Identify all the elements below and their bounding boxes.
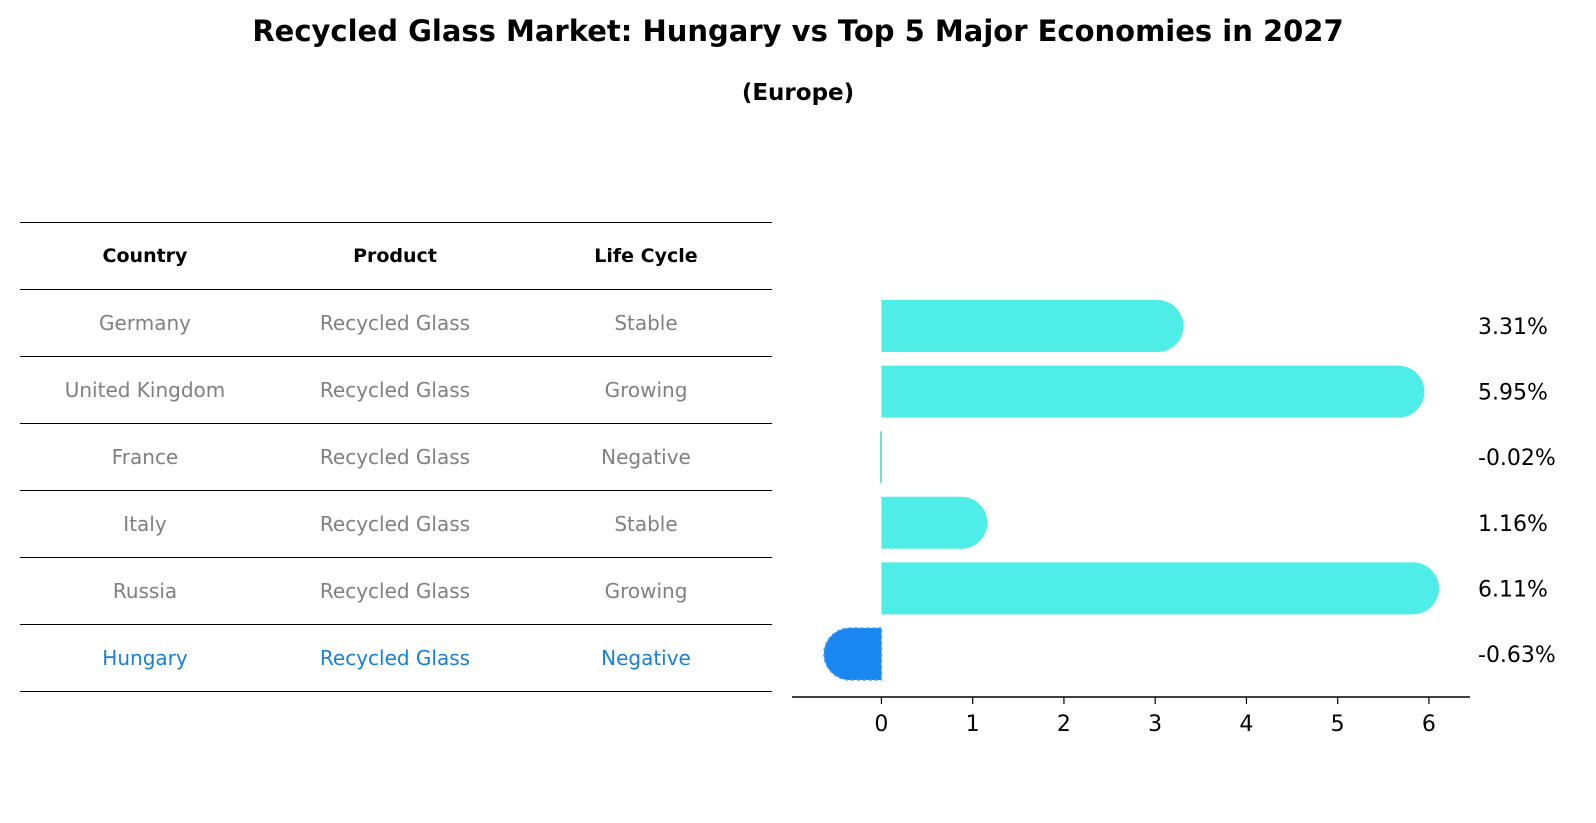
chart-subtitle: (Europe): [741, 80, 855, 106]
header-country: Country: [20, 222, 270, 290]
table-row: United Kingdom Recycled Glass Growing: [20, 356, 772, 424]
cell-country: France: [20, 423, 270, 491]
cell-country: Italy: [20, 490, 270, 558]
data-label: 5.95%: [1478, 381, 1548, 406]
cell-product: Recycled Glass: [270, 423, 520, 491]
x-tick-label: 6: [1422, 712, 1436, 737]
x-tick-label: 4: [1239, 712, 1253, 737]
cell-life-cycle: Stable: [520, 490, 772, 558]
cell-country: Germany: [20, 289, 270, 357]
table-row: France Recycled Glass Negative: [20, 423, 772, 491]
cell-country: Hungary: [20, 624, 270, 692]
header-product: Product: [270, 222, 520, 290]
cell-product: Recycled Glass: [270, 356, 520, 424]
data-label: -0.02%: [1478, 446, 1556, 471]
cell-product: Recycled Glass: [270, 490, 520, 558]
cell-life-cycle: Growing: [520, 557, 772, 625]
x-tick-label: 3: [1148, 712, 1162, 737]
bar: [881, 562, 1439, 615]
cell-product: Recycled Glass: [270, 289, 520, 357]
data-label: 3.31%: [1478, 315, 1548, 340]
bar: [881, 496, 988, 549]
table-row: Italy Recycled Glass Stable: [20, 490, 772, 558]
cell-country: United Kingdom: [20, 356, 270, 424]
cell-life-cycle: Negative: [520, 423, 772, 491]
x-tick-label: 0: [874, 712, 888, 737]
cell-country: Russia: [20, 557, 270, 625]
cell-product: Recycled Glass: [270, 624, 520, 692]
table-row-highlight: Hungary Recycled Glass Negative: [20, 624, 772, 692]
bar-highlight: [823, 627, 883, 681]
bar: [881, 365, 1425, 418]
x-tick-label: 2: [1057, 712, 1071, 737]
bar: [881, 300, 1184, 352]
table-row: Russia Recycled Glass Growing: [20, 557, 772, 625]
cell-life-cycle: Negative: [520, 624, 772, 692]
header-life-cycle: Life Cycle: [520, 222, 772, 290]
data-label: 6.11%: [1478, 577, 1548, 602]
x-tick-label: 1: [966, 712, 980, 737]
cell-life-cycle: Stable: [520, 289, 772, 357]
table-header-row: Country Product Life Cycle: [20, 222, 772, 290]
x-tick-label: 5: [1331, 712, 1345, 737]
cell-life-cycle: Growing: [520, 356, 772, 424]
bar: [879, 431, 882, 484]
data-label: 1.16%: [1478, 512, 1548, 537]
table-row: Germany Recycled Glass Stable: [20, 289, 772, 357]
cell-product: Recycled Glass: [270, 557, 520, 625]
chart-title: Recycled Glass Market: Hungary vs Top 5 …: [252, 14, 1344, 48]
comparison-table: Country Product Life Cycle Germany Recyc…: [20, 222, 772, 692]
data-label: -0.63%: [1478, 643, 1556, 668]
